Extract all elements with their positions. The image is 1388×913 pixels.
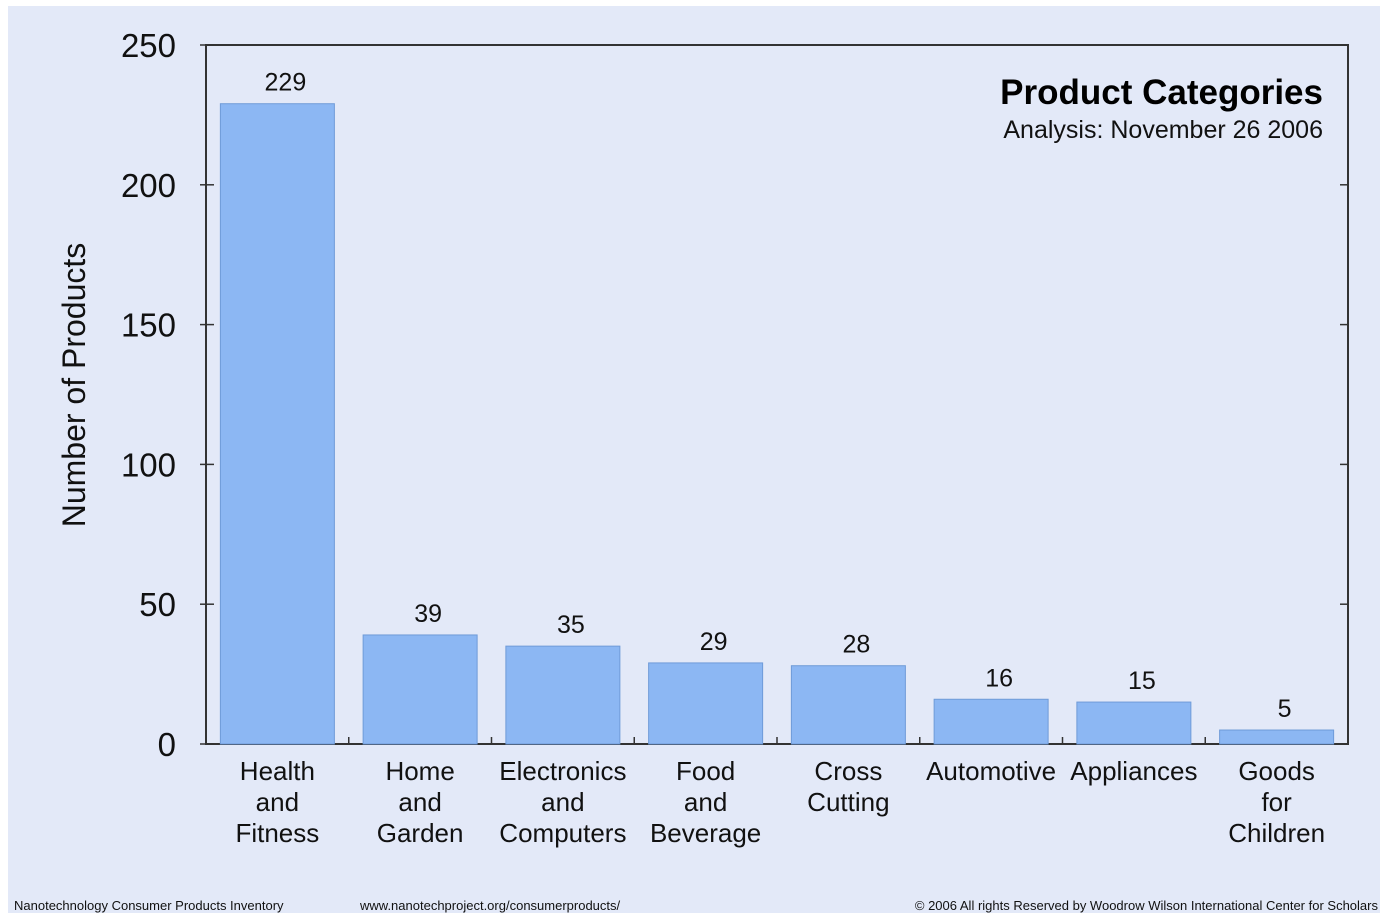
data-label: 35 xyxy=(557,611,585,639)
footer-url[interactable]: www.nanotechproject.org/consumerproducts… xyxy=(360,898,621,913)
footer-inventory-name: Nanotechnology Consumer Products Invento… xyxy=(14,898,284,913)
data-label: 5 xyxy=(1278,695,1292,723)
x-tick-label: Appliances xyxy=(1070,756,1197,786)
x-tick-label: Goods for Children xyxy=(1228,756,1325,848)
bar xyxy=(362,634,478,745)
bar xyxy=(933,698,1049,745)
bar xyxy=(1076,701,1192,745)
y-tick-label: 150 xyxy=(121,307,176,344)
chart-subtitle: Analysis: November 26 2006 xyxy=(1003,116,1323,144)
x-tick-label: Health and Fitness xyxy=(235,756,319,848)
bar xyxy=(1219,729,1335,745)
footer-copyright: © 2006 All rights Reserved by Woodrow Wi… xyxy=(914,898,1378,913)
y-tick-label: 200 xyxy=(121,167,176,204)
data-label: 29 xyxy=(700,628,728,656)
data-label: 15 xyxy=(1128,667,1156,695)
bar xyxy=(505,645,621,745)
x-tick-label: Automotive xyxy=(926,756,1056,786)
labels: 0 50 100 150 200 250 229 Health and Fitness 39 Home… xyxy=(121,27,1325,848)
y-tick-label: 0 xyxy=(158,726,176,763)
data-label: 39 xyxy=(414,600,442,628)
x-tick-label: Home and Garden xyxy=(377,756,464,848)
bar xyxy=(790,665,906,745)
data-label: 16 xyxy=(985,664,1013,692)
bars xyxy=(219,103,1335,745)
x-tick-label: Food and Beverage xyxy=(650,756,761,848)
y-tick-label: 100 xyxy=(121,446,176,483)
x-tick-label: Electronics and Computers xyxy=(499,756,626,848)
data-label: 28 xyxy=(842,631,870,659)
axes xyxy=(200,44,1349,745)
x-tick-label: Cross Cutting xyxy=(807,756,889,817)
y-tick-label: 50 xyxy=(139,586,176,623)
chart-title: Product Categories xyxy=(1000,73,1323,112)
y-tick-label: 250 xyxy=(121,27,176,64)
data-label: 229 xyxy=(265,69,307,97)
y-axis-label: Number of Products xyxy=(56,243,92,528)
bar xyxy=(219,103,335,745)
bar xyxy=(648,662,764,745)
